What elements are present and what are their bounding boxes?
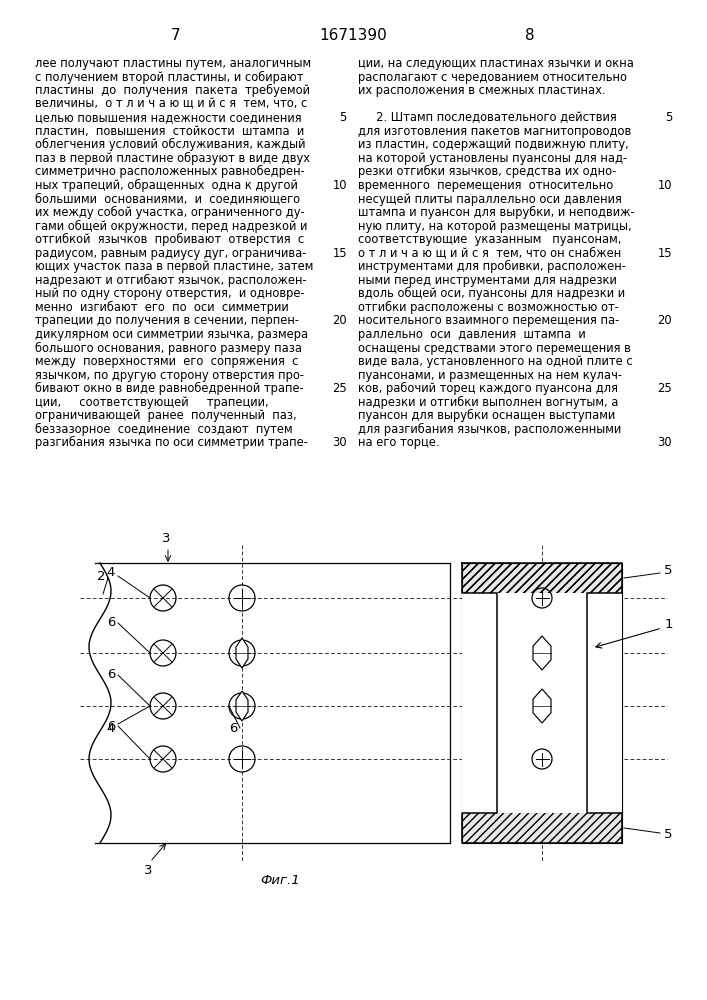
Text: 6: 6	[107, 720, 116, 732]
Text: 6: 6	[230, 722, 238, 734]
Text: на которой установлены пуансоны для над-: на которой установлены пуансоны для над-	[358, 152, 627, 165]
Text: 20: 20	[332, 314, 347, 327]
Text: Фиг.1: Фиг.1	[260, 874, 300, 888]
Text: целью повышения надежности соединения: целью повышения надежности соединения	[35, 111, 302, 124]
Text: о т л и ч а ю щ и й с я  тем, что он снабжен: о т л и ч а ю щ и й с я тем, что он снаб…	[358, 247, 621, 260]
Text: 2. Штамп последовательного действия: 2. Штамп последовательного действия	[358, 111, 617, 124]
Text: 2: 2	[98, 570, 106, 582]
Text: вдоль общей оси, пуансоны для надрезки и: вдоль общей оси, пуансоны для надрезки и	[358, 287, 625, 300]
Text: менно  изгибают  его  по  оси  симметрии: менно изгибают его по оси симметрии	[35, 301, 288, 314]
Text: 15: 15	[658, 247, 672, 260]
Text: величины,  о т л и ч а ю щ и й с я  тем, что, с: величины, о т л и ч а ю щ и й с я тем, ч…	[35, 98, 308, 111]
Text: ный по одну сторону отверстия,  и одновре-: ный по одну сторону отверстия, и одновре…	[35, 287, 305, 300]
Text: отгибки расположены с возможностью от-: отгибки расположены с возможностью от-	[358, 301, 619, 314]
Text: инструментами для пробивки, расположен-: инструментами для пробивки, расположен-	[358, 260, 626, 273]
Text: надрезки и отгибки выполнен вогнутым, а: надрезки и отгибки выполнен вогнутым, а	[358, 396, 619, 409]
Text: большого основания, равного размеру паза: большого основания, равного размеру паза	[35, 342, 302, 355]
Bar	[497, 593, 587, 813]
Text: пластины  до  получения  пакета  требуемой: пластины до получения пакета требуемой	[35, 84, 310, 97]
Text: 5: 5	[664, 828, 672, 842]
Text: 20: 20	[658, 314, 672, 327]
Text: 8: 8	[525, 28, 534, 43]
Text: 5: 5	[339, 111, 347, 124]
Text: их между собой участка, ограниченного ду-: их между собой участка, ограниченного ду…	[35, 206, 305, 219]
Text: ную плиту, на которой размещены матрицы,: ную плиту, на которой размещены матрицы,	[358, 220, 631, 233]
Text: большими  основаниями,  и  соединяющего: большими основаниями, и соединяющего	[35, 192, 300, 206]
Text: 7: 7	[171, 28, 181, 43]
Text: 1: 1	[665, 618, 674, 632]
Text: 25: 25	[658, 382, 672, 395]
Text: располагают с чередованием относительно: располагают с чередованием относительно	[358, 71, 627, 84]
Text: язычком, по другую сторону отверстия про-: язычком, по другую сторону отверстия про…	[35, 369, 304, 382]
Text: несущей плиты параллельно оси давления: несущей плиты параллельно оси давления	[358, 192, 622, 206]
Text: пуансонами, и размещенных на нем кулач-: пуансонами, и размещенных на нем кулач-	[358, 369, 622, 382]
Polygon shape	[533, 689, 551, 723]
Polygon shape	[236, 691, 248, 721]
Text: 30: 30	[332, 436, 347, 449]
Polygon shape	[236, 638, 248, 668]
Text: 25: 25	[332, 382, 347, 395]
Text: виде вала, установленного на одной плите с: виде вала, установленного на одной плите…	[358, 355, 633, 368]
Text: радиусом, равным радиусу дуг, ограничива-: радиусом, равным радиусу дуг, ограничива…	[35, 247, 306, 260]
Text: соответствующие  указанным   пуансонам,: соответствующие указанным пуансонам,	[358, 233, 621, 246]
Text: пластин,  повышения  стойкости  штампа  и: пластин, повышения стойкости штампа и	[35, 125, 304, 138]
Text: 1671390: 1671390	[319, 28, 387, 43]
Text: носительного взаимного перемещения па-: носительного взаимного перемещения па-	[358, 314, 619, 327]
Text: симметрично расположенных равнобедрен-: симметрично расположенных равнобедрен-	[35, 165, 305, 178]
Text: 4: 4	[107, 566, 115, 580]
Polygon shape	[462, 563, 622, 843]
Bar	[462, 563, 622, 593]
Text: между  поверхностями  его  сопряжения  с: между поверхностями его сопряжения с	[35, 355, 298, 368]
Text: дикулярном оси симметрии язычка, размера: дикулярном оси симметрии язычка, размера	[35, 328, 308, 341]
Text: их расположения в смежных пластинах.: их расположения в смежных пластинах.	[358, 84, 605, 97]
Text: ных трапеций, обращенных  одна к другой: ных трапеций, обращенных одна к другой	[35, 179, 298, 192]
Text: лее получают пластины путем, аналогичным: лее получают пластины путем, аналогичным	[35, 57, 311, 70]
Text: 5: 5	[664, 564, 672, 578]
Text: надрезают и отгибают язычок, расположен-: надрезают и отгибают язычок, расположен-	[35, 274, 307, 287]
Polygon shape	[533, 636, 551, 670]
Bar	[462, 563, 622, 593]
Text: бивают окно в виде равнобедренной трапе-: бивают окно в виде равнобедренной трапе-	[35, 382, 304, 395]
Text: ными перед инструментами для надрезки: ными перед инструментами для надрезки	[358, 274, 617, 287]
Text: трапеции до получения в сечении, перпен-: трапеции до получения в сечении, перпен-	[35, 314, 299, 327]
Text: гами общей окружности, перед надрезкой и: гами общей окружности, перед надрезкой и	[35, 220, 308, 233]
Text: пуансон для вырубки оснащен выступами: пуансон для вырубки оснащен выступами	[358, 409, 615, 422]
Text: 3: 3	[162, 532, 170, 545]
Text: 4: 4	[107, 722, 115, 734]
Text: с получением второй пластины, и собирают: с получением второй пластины, и собирают	[35, 71, 303, 84]
Text: штампа и пуансон для вырубки, и неподвиж-: штампа и пуансон для вырубки, и неподвиж…	[358, 206, 635, 219]
Text: ков, рабочий торец каждого пуансона для: ков, рабочий торец каждого пуансона для	[358, 382, 618, 395]
Text: отгибкой  язычков  пробивают  отверстия  с: отгибкой язычков пробивают отверстия с	[35, 233, 304, 246]
Text: ции, на следующих пластинах язычки и окна: ции, на следующих пластинах язычки и окн…	[358, 57, 634, 70]
Text: временного  перемещения  относительно: временного перемещения относительно	[358, 179, 613, 192]
Text: 6: 6	[107, 616, 116, 630]
Bar	[462, 563, 622, 843]
Text: 10: 10	[658, 179, 672, 192]
Text: ограничивающей  ранее  полученный  паз,: ограничивающей ранее полученный паз,	[35, 409, 297, 422]
Text: 10: 10	[332, 179, 347, 192]
Text: 30: 30	[658, 436, 672, 449]
Text: резки отгибки язычков, средства их одно-: резки отгибки язычков, средства их одно-	[358, 165, 617, 178]
Text: 3: 3	[144, 864, 152, 877]
Text: паз в первой пластине образуют в виде двух: паз в первой пластине образуют в виде дв…	[35, 152, 310, 165]
Text: беззазорное  соединение  создают  путем: беззазорное соединение создают путем	[35, 423, 293, 436]
Bar	[587, 593, 622, 813]
Bar	[462, 593, 497, 813]
Text: облегчения условий обслуживания, каждый: облегчения условий обслуживания, каждый	[35, 138, 305, 151]
Text: 6: 6	[107, 668, 116, 682]
Text: оснащены средствами этого перемещения в: оснащены средствами этого перемещения в	[358, 342, 631, 355]
Text: ющих участок паза в первой пластине, затем: ющих участок паза в первой пластине, зат…	[35, 260, 313, 273]
Text: ции,     соответствующей     трапеции,: ции, соответствующей трапеции,	[35, 396, 269, 409]
Text: 5: 5	[665, 111, 672, 124]
Text: на его торце.: на его торце.	[358, 436, 440, 449]
Text: из пластин, содержащий подвижную плиту,: из пластин, содержащий подвижную плиту,	[358, 138, 629, 151]
Text: 15: 15	[332, 247, 347, 260]
Text: для разгибания язычков, расположенными: для разгибания язычков, расположенными	[358, 423, 621, 436]
Text: разгибания язычка по оси симметрии трапе-: разгибания язычка по оси симметрии трапе…	[35, 436, 308, 449]
Text: для изготовления пакетов магнитопроводов: для изготовления пакетов магнитопроводов	[358, 125, 631, 138]
Text: раллельно  оси  давления  штампа  и: раллельно оси давления штампа и	[358, 328, 586, 341]
